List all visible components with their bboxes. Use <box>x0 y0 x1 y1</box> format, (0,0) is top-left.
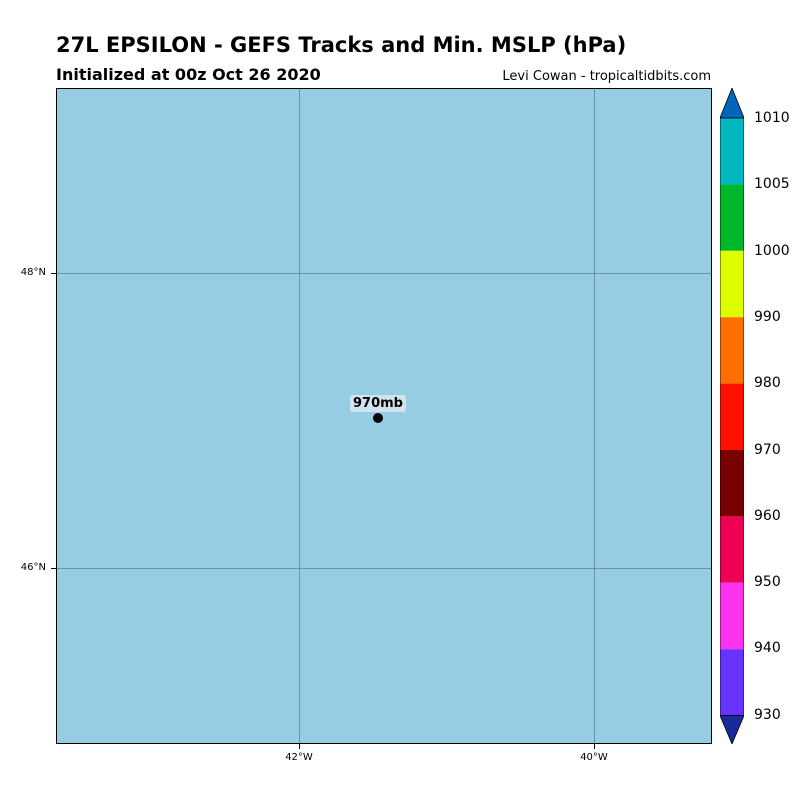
lon-label-40w: 40°W <box>580 752 608 763</box>
colorbar-bin-1000-1005 <box>720 184 744 251</box>
colorbar-label-1005: 1005 <box>754 176 790 192</box>
chart-subtitle: Initialized at 00z Oct 26 2020 <box>56 65 321 84</box>
gridline-42w <box>299 89 300 743</box>
colorbar-label-960: 960 <box>754 508 781 524</box>
colorbar-bin-960-970 <box>720 450 744 517</box>
storm-pressure-label: 970mb <box>350 395 406 412</box>
colorbar-extend-bottom <box>720 715 744 744</box>
storm-position-marker <box>373 413 383 423</box>
colorbar-label-980: 980 <box>754 375 781 391</box>
colorbar-label-950: 950 <box>754 574 781 590</box>
map-area <box>56 88 712 744</box>
tick-42w <box>299 744 300 749</box>
gridline-40w <box>594 89 595 743</box>
colorbar-bin-990-1000 <box>720 250 744 318</box>
colorbar-bin-930-940 <box>720 649 744 716</box>
colorbar-bin-970-980 <box>720 383 744 450</box>
colorbar-bin-950-960 <box>720 516 744 583</box>
pressure-colorbar <box>720 88 744 744</box>
tick-46n <box>51 568 56 569</box>
lat-label-46n: 46°N <box>20 562 46 573</box>
colorbar-label-1000: 1000 <box>754 243 790 259</box>
colorbar-label-1010: 1010 <box>754 110 790 126</box>
tick-48n <box>51 273 56 274</box>
colorbar-extend-top <box>720 88 744 119</box>
colorbar-bin-980-990 <box>720 317 744 384</box>
lon-label-42w: 42°W <box>285 752 313 763</box>
tick-40w <box>594 744 595 749</box>
colorbar-label-990: 990 <box>754 309 781 325</box>
gridline-48n <box>57 273 711 274</box>
colorbar-bin-940-950 <box>720 582 744 650</box>
gridline-46n <box>57 568 711 569</box>
colorbar-frame <box>720 117 744 716</box>
colorbar-label-930: 930 <box>754 707 781 723</box>
chart-title: 27L EPSILON - GEFS Tracks and Min. MSLP … <box>56 33 627 57</box>
credit-text: Levi Cowan - tropicaltidbits.com <box>502 69 711 84</box>
colorbar-bin-1005-1010 <box>720 118 744 185</box>
colorbar-label-970: 970 <box>754 442 781 458</box>
lat-label-48n: 48°N <box>20 267 46 278</box>
colorbar-label-940: 940 <box>754 640 781 656</box>
